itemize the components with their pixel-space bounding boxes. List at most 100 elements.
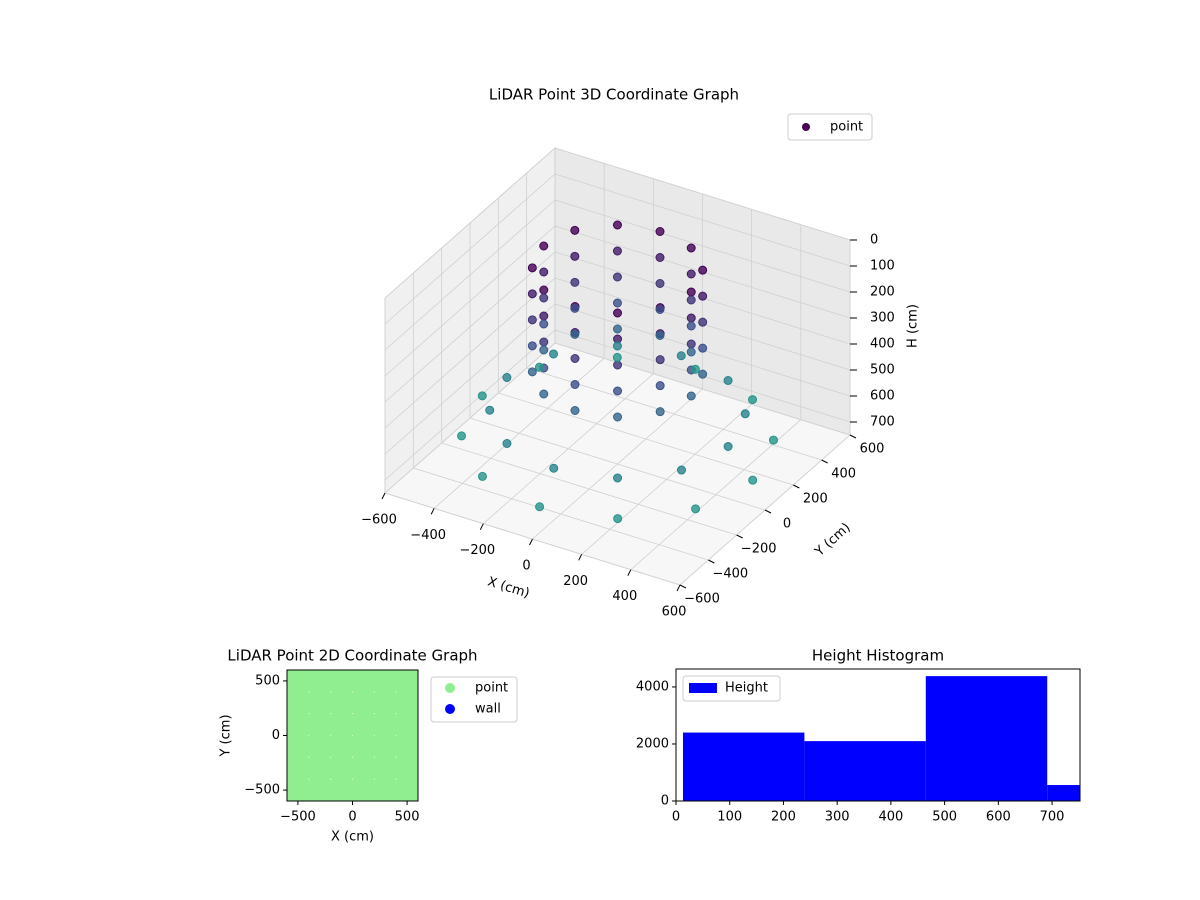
point: [740, 409, 750, 419]
point: [326, 731, 357, 762]
z-tick-label: 500: [870, 363, 895, 378]
grid-line: [384, 225, 556, 377]
grid-line: [384, 173, 556, 325]
point: [304, 709, 335, 740]
point: [698, 369, 708, 379]
y-tick-label: 0: [661, 794, 669, 809]
point: [287, 731, 313, 762]
point: [698, 317, 708, 327]
grid-line: [384, 147, 556, 299]
point: [549, 463, 559, 473]
y-tick: [849, 434, 857, 439]
point: [613, 412, 623, 422]
y-tick: [821, 459, 828, 464]
y-tick-label: −400: [712, 567, 748, 582]
point: [613, 360, 623, 370]
bar: [804, 741, 926, 801]
point: [748, 475, 758, 485]
point: [612, 324, 622, 334]
bar: [1047, 785, 1080, 801]
x-tick-label: 500: [395, 810, 420, 825]
x-axis-label: X (cm): [331, 830, 374, 845]
z-tick-label: 400: [870, 337, 895, 352]
z-tick-label: 200: [870, 285, 895, 300]
y-tick: [793, 484, 800, 489]
plot-histogram: [682, 676, 1080, 801]
point: [326, 775, 357, 801]
plot-2d: [287, 670, 418, 801]
point: [612, 341, 622, 351]
x-tick: [627, 569, 632, 576]
grid-line: [384, 329, 556, 481]
point: [655, 355, 665, 365]
point: [570, 251, 580, 261]
point: [698, 291, 708, 301]
y-tick-label: 2000: [636, 736, 669, 751]
x-tick: [529, 538, 533, 546]
point: [723, 442, 733, 451]
point: [570, 225, 580, 235]
point: [613, 473, 623, 483]
x-tick: [430, 508, 435, 515]
point: [304, 775, 335, 801]
point: [527, 289, 537, 299]
x-tick-label: 0: [672, 810, 680, 825]
x-tick: [676, 584, 681, 592]
y-tick-label: 0: [272, 728, 280, 743]
x-tick: [479, 523, 484, 530]
point: [677, 465, 686, 475]
x-tick-label: 400: [878, 810, 903, 825]
bar: [925, 676, 1048, 801]
legend-patch: [689, 683, 717, 693]
z-tick-label: 300: [870, 311, 895, 326]
point: [612, 272, 622, 282]
point: [570, 354, 580, 363]
x-tick-label: 100: [717, 810, 742, 825]
point: [613, 514, 623, 524]
point: [534, 362, 544, 372]
y-tick: [736, 534, 743, 539]
point: [612, 220, 622, 230]
point: [535, 502, 545, 512]
point: [370, 709, 401, 740]
point: [686, 243, 696, 253]
point: [612, 298, 622, 308]
grid-line: [413, 467, 709, 561]
z-axis-label: H (cm): [906, 304, 921, 348]
point: [613, 308, 623, 318]
grid-line: [384, 251, 556, 403]
point: [539, 389, 549, 399]
point: [392, 753, 418, 784]
point: [698, 265, 708, 275]
grid-line: [554, 147, 851, 241]
point: [370, 753, 401, 784]
point: [477, 391, 487, 401]
point: [502, 439, 512, 448]
point: [655, 279, 665, 288]
point: [613, 386, 623, 396]
point: [527, 367, 537, 377]
z-tick-label: 100: [870, 259, 895, 274]
point: [686, 295, 696, 305]
x-tick-label: 700: [1040, 810, 1065, 825]
point: [549, 349, 558, 359]
grid-line: [469, 417, 766, 511]
point: [686, 339, 696, 349]
point: [326, 753, 357, 784]
point: [326, 709, 357, 740]
point: [304, 687, 335, 718]
point: [287, 709, 313, 740]
point: [570, 303, 580, 313]
point: [304, 670, 335, 696]
point: [539, 241, 549, 251]
x-tick-label: −200: [459, 543, 495, 558]
point: [304, 731, 335, 762]
point: [457, 431, 467, 441]
y-tick-label: −500: [244, 783, 280, 798]
bar: [682, 732, 805, 801]
legend-box: [787, 113, 873, 141]
point: [326, 670, 357, 696]
point: [655, 305, 665, 314]
point: [326, 687, 357, 718]
